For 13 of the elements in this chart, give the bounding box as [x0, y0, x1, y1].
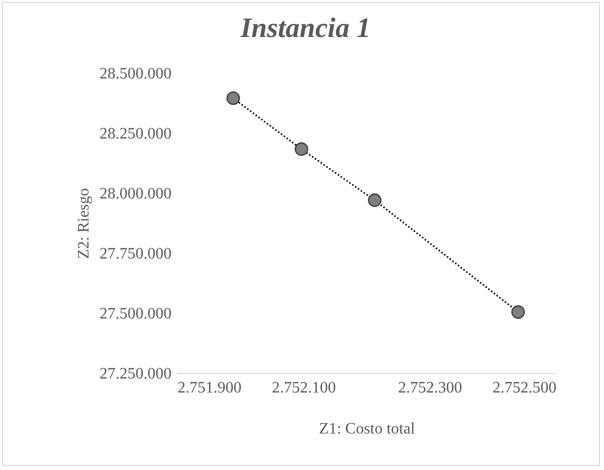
y-tick-label: 28.250.000: [100, 126, 172, 142]
chart-title: Instancia 1: [240, 13, 370, 44]
x-axis-title: Z1: Costo total: [319, 420, 416, 438]
x-tick-label: 2.751.900: [178, 380, 242, 396]
x-tick-label: 2.752.100: [272, 380, 336, 396]
y-tick-label: 28.000.000: [100, 186, 172, 202]
y-tick-label: 27.750.000: [100, 246, 172, 262]
y-tick-label: 28.500.000: [100, 66, 172, 82]
y-tick-label: 27.500.000: [100, 306, 172, 322]
y-tick-label: 27.250.000: [100, 366, 172, 382]
y-axis-title: Z2: Riesgo: [76, 188, 92, 259]
x-tick-label: 2.752.500: [492, 380, 556, 396]
x-tick-label: 2.752.300: [398, 380, 462, 396]
